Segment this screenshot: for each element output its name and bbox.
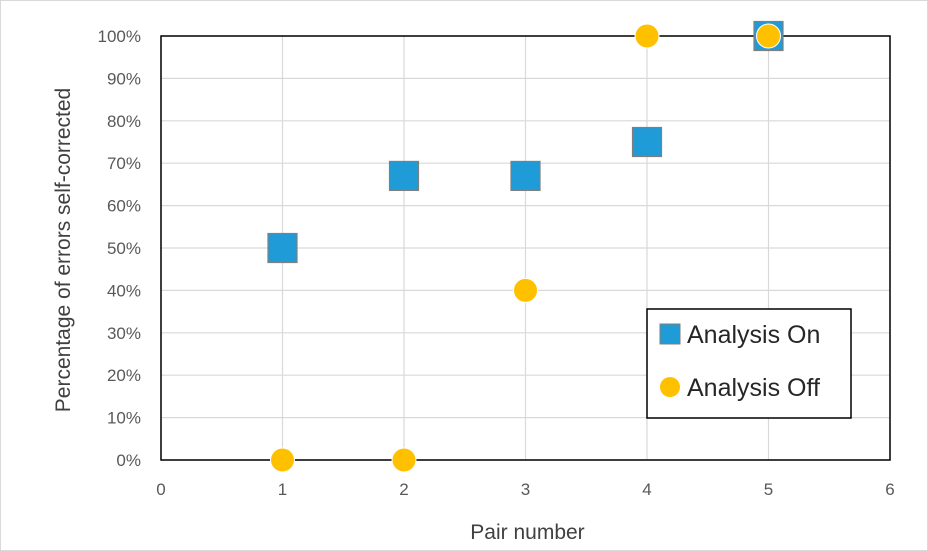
legend-label-analysis-off: Analysis Off	[687, 374, 820, 402]
y-tick-label: 60%	[107, 197, 141, 216]
x-tick-label: 4	[642, 480, 651, 499]
y-axis-title: Percentage of errors self-corrected	[52, 88, 75, 412]
marker-analysis-on	[631, 126, 663, 158]
y-tick-label: 70%	[107, 154, 141, 173]
y-tick-label: 30%	[107, 324, 141, 343]
y-tick-label: 50%	[107, 239, 141, 258]
marker-analysis-off	[756, 23, 781, 49]
y-tick-label: 0%	[116, 451, 141, 470]
y-tick-label: 100%	[98, 27, 141, 46]
y-tick-label: 20%	[107, 366, 141, 385]
x-tick-label: 3	[521, 480, 530, 499]
marker-analysis-on	[388, 160, 420, 192]
legend-swatch-analysis-on	[659, 323, 681, 345]
legend-label-analysis-on: Analysis On	[687, 321, 820, 349]
x-tick-label: 2	[399, 480, 408, 499]
x-axis-title: Pair number	[470, 521, 584, 544]
x-tick-label: 1	[278, 480, 287, 499]
y-tick-labels: 0% 10% 20% 30% 40% 50% 60% 70% 80% 90% 100%	[98, 27, 141, 470]
marker-analysis-off	[513, 277, 538, 303]
y-tick-label: 10%	[107, 409, 141, 428]
legend-swatch-analysis-off	[660, 377, 680, 397]
y-tick-label: 90%	[107, 69, 141, 88]
legend: Analysis On Analysis Off	[646, 308, 852, 419]
marker-analysis-off	[634, 23, 660, 49]
x-tick-label: 0	[156, 480, 165, 499]
y-tick-label: 80%	[107, 112, 141, 131]
x-tick-labels: 0 1 2 3 4 5 6	[156, 480, 894, 499]
marker-analysis-on	[510, 160, 541, 192]
data-markers	[267, 20, 784, 473]
plot-area-frame	[160, 35, 891, 461]
legend-box	[646, 308, 852, 419]
marker-analysis-off	[391, 447, 417, 473]
y-tick-label: 40%	[107, 281, 141, 300]
x-tick-label: 6	[885, 480, 894, 499]
marker-analysis-on	[267, 232, 298, 264]
marker-analysis-off	[270, 447, 295, 473]
x-tick-label: 5	[764, 480, 773, 499]
